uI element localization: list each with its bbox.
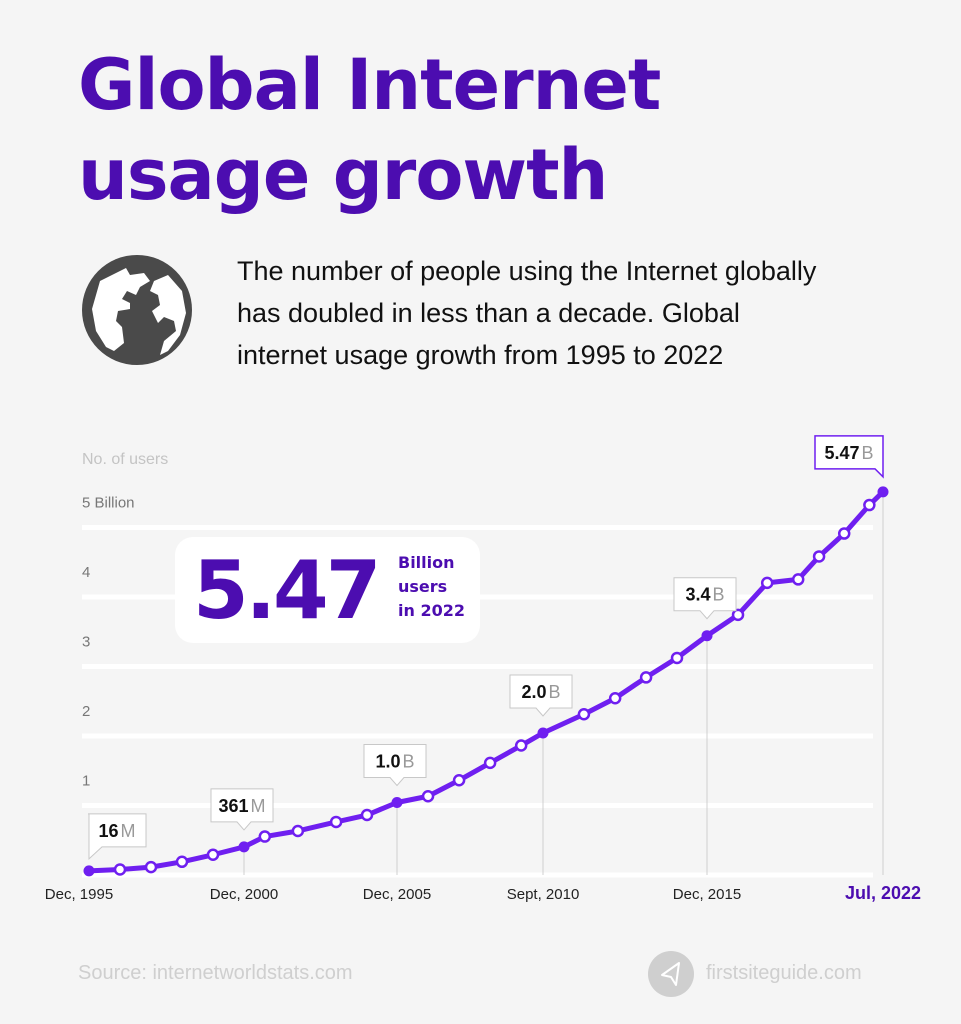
y-tick-label: 3	[82, 634, 90, 651]
data-point	[577, 707, 591, 721]
callout-box	[210, 788, 274, 831]
data-point	[329, 815, 343, 829]
data-point	[258, 830, 272, 843]
callout-unit: B	[862, 443, 874, 463]
intro-text: The number of people using the Internet …	[237, 250, 937, 376]
x-tick-label: Jul, 2022	[845, 883, 921, 903]
callout-box	[814, 435, 884, 479]
data-point-key	[238, 841, 250, 853]
data-point-key	[83, 865, 95, 877]
grid-lines	[82, 525, 873, 878]
callout-text: 5.47 B	[824, 443, 873, 463]
data-point	[639, 671, 653, 684]
data-point	[837, 527, 851, 540]
paper-plane-icon	[648, 951, 694, 997]
data-point	[144, 860, 158, 874]
callout-unit: M	[121, 821, 136, 841]
y-axis-title: No. of users	[82, 451, 169, 468]
data-point-key	[701, 630, 713, 642]
data-point	[760, 576, 774, 590]
callout-label: 361 M	[210, 788, 274, 831]
intro-line-2: has doubled in less than a decade. Globa…	[237, 298, 740, 328]
title-line-1: Global Internet	[78, 44, 661, 126]
y-tick-label: 5 Billion	[82, 495, 135, 512]
data-point	[206, 848, 220, 862]
data-point	[113, 863, 127, 876]
callout-text: 2.0 B	[521, 682, 560, 702]
highlight-card: 5.47 Billion users in 2022	[175, 537, 480, 643]
callout-box	[363, 744, 427, 787]
x-tick-label: Dec, 2005	[363, 886, 431, 903]
intro-line-1: The number of people using the Internet …	[237, 256, 817, 286]
y-tick-label: 1	[82, 773, 90, 790]
callout-number: 1.0	[375, 752, 400, 772]
data-point	[360, 808, 374, 822]
x-tick-labels: Dec, 1995 Dec, 2000 Dec, 2005 Sept, 2010 Dec…	[45, 883, 921, 903]
callout-box	[88, 813, 147, 861]
data-point-key	[537, 727, 549, 739]
data-point	[175, 855, 189, 869]
drop-lines	[243, 491, 884, 875]
page-title: Global Internet usage growth	[78, 40, 661, 220]
callout-unit: B	[403, 752, 415, 772]
callout-number: 5.47	[824, 443, 859, 463]
data-point	[863, 498, 876, 512]
y-tick-label: 2	[82, 703, 90, 720]
callout-unit: M	[251, 796, 266, 816]
callout-number: 16	[98, 821, 118, 841]
highlight-caption-3: in 2022	[398, 601, 465, 620]
highlight-caption-1: Billion	[398, 553, 455, 572]
callout-box	[509, 674, 573, 717]
callout-number: 3.4	[685, 585, 710, 605]
highlight-caption-2: users	[398, 577, 448, 596]
callout-box	[673, 577, 737, 620]
x-tick-label: Sept, 2010	[507, 886, 580, 903]
highlight-caption: Billion users in 2022	[398, 551, 465, 623]
callout-number: 2.0	[521, 682, 546, 702]
callout-label: 1.0 B	[363, 744, 427, 787]
data-point	[483, 756, 497, 770]
callout-text: 361 M	[218, 796, 265, 816]
source-text: Source: internetworldstats.com	[78, 962, 353, 984]
callout-text: 3.4 B	[685, 585, 724, 605]
site-link[interactable]: firstsiteguide.com	[706, 962, 862, 984]
callout-label: 2.0 B	[509, 674, 573, 717]
data-point	[791, 573, 805, 586]
callout-unit: B	[713, 585, 725, 605]
callout-text: 16 M	[98, 821, 135, 841]
y-tick-label: 4	[82, 564, 90, 581]
data-point-key	[877, 486, 889, 498]
globe-icon	[82, 255, 192, 365]
callout-text: 1.0 B	[375, 752, 414, 772]
series-line	[83, 486, 889, 877]
callout-label: 3.4 B	[673, 577, 737, 620]
x-tick-label: Dec, 1995	[45, 886, 113, 903]
title-line-2: usage growth	[78, 134, 608, 216]
highlight-value: 5.47	[193, 544, 381, 637]
intro-line-3: internet usage growth from 1995 to 2022	[237, 340, 724, 370]
callout-label: 5.47 B	[814, 435, 884, 479]
data-point-key	[391, 797, 403, 808]
series-path	[88, 490, 885, 874]
data-point	[514, 739, 528, 752]
data-point	[421, 789, 435, 803]
data-point	[670, 651, 684, 665]
data-point	[291, 824, 305, 838]
data-point	[731, 608, 745, 622]
x-tick-label: Dec, 2000	[210, 886, 278, 903]
callout-unit: B	[549, 682, 561, 702]
callout-label: 16 M	[88, 813, 147, 861]
callout-number: 361	[218, 796, 248, 816]
data-point	[452, 774, 466, 787]
y-tick-labels: 5 Billion 4 3 2 1	[82, 495, 135, 790]
data-point	[812, 550, 826, 563]
data-point	[608, 692, 622, 705]
x-tick-label: Dec, 2015	[673, 886, 741, 903]
